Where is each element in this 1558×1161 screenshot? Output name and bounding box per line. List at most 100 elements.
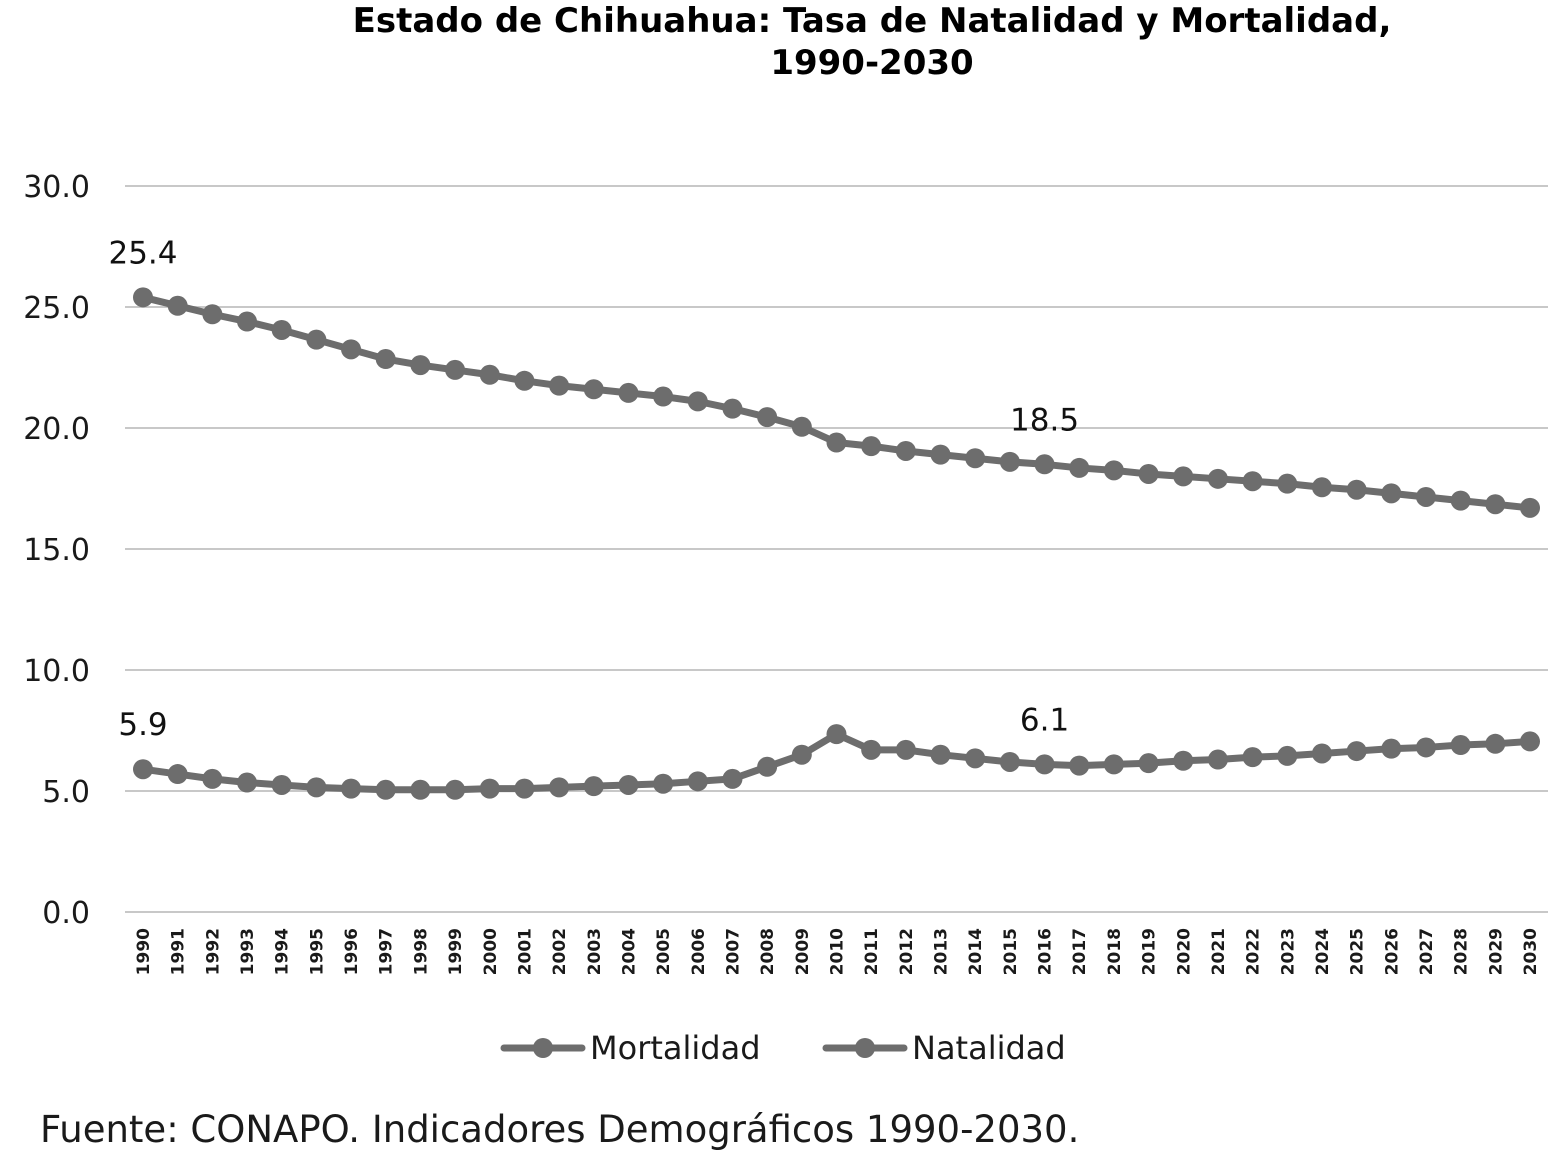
data-point xyxy=(999,451,1020,472)
data-point xyxy=(1485,494,1506,515)
chart-title-line-2: 1990-2030 xyxy=(770,43,974,83)
data-point xyxy=(861,436,882,457)
data-point xyxy=(1069,457,1090,478)
data-point xyxy=(583,776,604,797)
data-point xyxy=(826,724,847,745)
series-natalidad xyxy=(133,287,1540,518)
data-point xyxy=(757,756,778,777)
data-point xyxy=(757,407,778,428)
x-tick-label: 2008 xyxy=(758,928,778,975)
line-chart: 0.05.010.015.020.025.030.0 1990 1991 1992 1… xyxy=(23,170,1548,1067)
series-group xyxy=(133,287,1540,800)
data-point xyxy=(375,349,396,370)
legend-label: Natalidad xyxy=(912,1029,1066,1067)
legend-item-mortalidad: Mortalidad xyxy=(500,1029,761,1067)
gridlines xyxy=(125,185,1548,913)
x-tick-label: 1996 xyxy=(342,928,362,975)
x-axis-ticks: 1990 1991 1992 1993 1994 1995 1996 1997 1998 1999… xyxy=(134,928,1541,975)
data-point xyxy=(1138,463,1159,484)
data-point xyxy=(1173,750,1194,771)
data-point xyxy=(1207,749,1228,770)
data-point xyxy=(237,772,258,793)
legend: Mortalidad Natalidad xyxy=(500,1029,1066,1067)
data-point xyxy=(1415,486,1436,507)
data-point xyxy=(549,777,570,798)
data-point xyxy=(895,440,916,461)
data-point xyxy=(1450,735,1471,756)
x-tick-label: 2017 xyxy=(1070,928,1090,975)
data-point xyxy=(1311,743,1332,764)
data-point xyxy=(687,391,708,412)
y-tick-label: 30.0 xyxy=(23,170,90,205)
legend-item-natalidad: Natalidad xyxy=(822,1029,1066,1067)
data-label: 25.4 xyxy=(108,235,177,271)
data-point xyxy=(133,759,153,780)
x-tick-label: 2023 xyxy=(1278,928,1298,975)
data-point xyxy=(930,444,951,465)
data-point xyxy=(549,375,570,396)
data-point xyxy=(202,304,223,325)
data-point xyxy=(1415,737,1436,758)
x-tick-label: 2004 xyxy=(619,928,639,975)
data-point xyxy=(167,295,188,316)
data-point xyxy=(1450,490,1471,511)
x-tick-label: 2005 xyxy=(654,928,674,975)
x-tick-label: 2029 xyxy=(1486,928,1506,975)
data-point xyxy=(791,744,812,765)
data-point xyxy=(1277,745,1298,766)
y-tick-label: 10.0 xyxy=(23,654,90,689)
x-tick-label: 2021 xyxy=(1209,928,1229,975)
data-label: 6.1 xyxy=(1020,702,1069,738)
data-point xyxy=(1381,738,1402,759)
data-point xyxy=(1485,733,1506,754)
data-point xyxy=(237,311,258,332)
data-point xyxy=(1311,477,1332,498)
x-tick-label: 2018 xyxy=(1105,928,1125,975)
data-labels: 5.9 6.1 25.4 18.5 xyxy=(108,235,1079,743)
data-point xyxy=(341,339,362,360)
data-point xyxy=(410,779,431,800)
x-tick-label: 2024 xyxy=(1313,928,1333,975)
data-point xyxy=(687,771,708,792)
data-point xyxy=(1277,473,1298,494)
legend-swatch-marker xyxy=(855,1038,875,1058)
x-tick-label: 2012 xyxy=(897,928,917,975)
y-tick-label: 15.0 xyxy=(23,533,90,568)
data-point xyxy=(1103,460,1124,481)
data-point xyxy=(653,773,674,794)
data-point xyxy=(410,355,431,376)
data-point xyxy=(1173,466,1194,487)
data-point xyxy=(514,778,535,799)
y-tick-label: 0.0 xyxy=(42,896,90,931)
data-point xyxy=(514,370,535,391)
x-tick-label: 2015 xyxy=(1001,928,1021,975)
x-tick-label: 2002 xyxy=(550,928,570,975)
x-tick-label: 1991 xyxy=(169,928,189,975)
x-tick-label: 1999 xyxy=(446,928,466,975)
x-tick-label: 2019 xyxy=(1140,928,1160,975)
x-tick-label: 1997 xyxy=(377,928,397,975)
data-point xyxy=(375,779,396,800)
data-point xyxy=(930,744,951,765)
x-tick-label: 2014 xyxy=(966,928,986,975)
data-label: 5.9 xyxy=(118,707,167,743)
legend-label: Mortalidad xyxy=(590,1029,761,1067)
y-axis-ticks: 0.0 5.0 10.0 15.0 20.0 25.0 30.0 xyxy=(23,170,90,931)
x-tick-label: 2022 xyxy=(1244,928,1264,975)
y-tick-label: 25.0 xyxy=(23,291,90,326)
x-tick-label: 1992 xyxy=(203,928,223,975)
x-tick-label: 2000 xyxy=(481,928,501,975)
data-point xyxy=(861,739,882,760)
x-tick-label: 2016 xyxy=(1036,928,1056,975)
x-tick-label: 2026 xyxy=(1382,928,1402,975)
data-point xyxy=(1520,731,1540,752)
data-point xyxy=(479,778,500,799)
data-point xyxy=(1069,755,1090,776)
x-tick-label: 2028 xyxy=(1452,928,1472,975)
data-point xyxy=(722,768,743,789)
data-point xyxy=(1242,747,1263,768)
data-point xyxy=(202,768,223,789)
data-point xyxy=(271,319,292,340)
data-point xyxy=(1034,754,1055,775)
x-tick-label: 2007 xyxy=(723,928,743,975)
